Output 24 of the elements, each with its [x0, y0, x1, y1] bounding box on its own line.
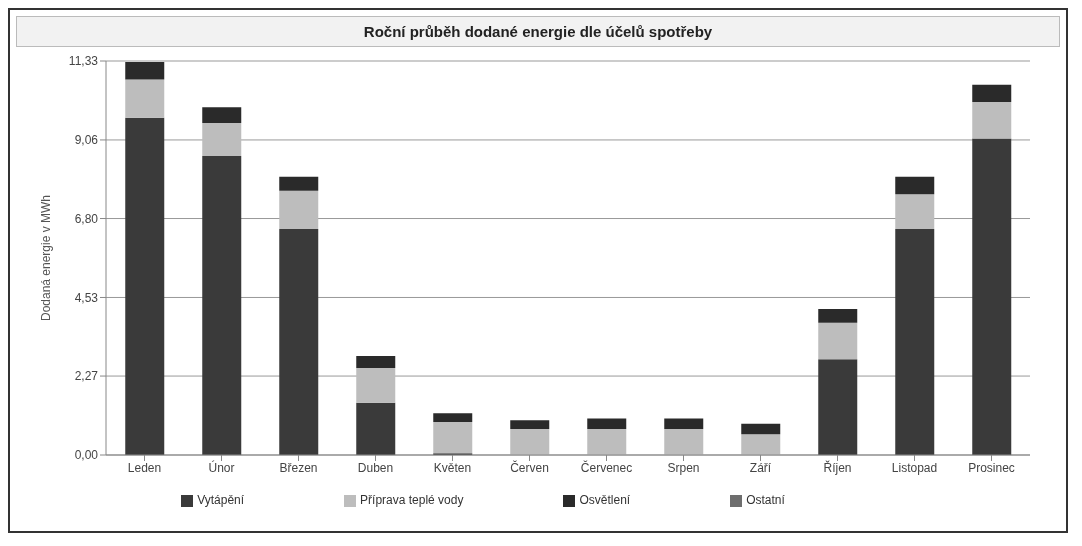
- x-tick-label: Prosinec: [968, 460, 1015, 475]
- chart-title: Roční průběh dodané energie dle účelů spotřeby: [16, 16, 1060, 47]
- x-tick-label: Únor: [208, 459, 235, 475]
- x-tick-label: Srpen: [667, 460, 700, 475]
- x-tick-label: Září: [749, 460, 772, 475]
- y-axis-title: Dodaná energie v MWh: [39, 194, 54, 322]
- y-tick-label: 6,80: [74, 211, 99, 226]
- y-tick-label: 9,06: [74, 133, 99, 148]
- x-tick-label: Červen: [510, 459, 549, 475]
- x-tick-label: Listopad: [891, 460, 938, 475]
- y-tick-label: 2,27: [74, 369, 99, 384]
- x-tick-label: Říjen: [823, 459, 852, 475]
- y-tick-label: 0,00: [74, 448, 99, 463]
- x-tick-label: Červenec: [580, 459, 633, 475]
- x-tick-label: Květen: [433, 460, 472, 475]
- legend-label: Osvětlení: [579, 493, 631, 507]
- legend-label: Ostatní: [746, 493, 785, 507]
- x-tick-label: Duben: [357, 460, 394, 475]
- legend-label: Příprava teplé vody: [360, 493, 464, 507]
- legend-label: Vytápění: [197, 493, 245, 507]
- y-tick-label: 11,33: [68, 54, 99, 69]
- x-tick-label: Březen: [279, 460, 318, 475]
- x-tick-label: Leden: [127, 460, 162, 475]
- y-tick-label: 4,53: [74, 290, 99, 305]
